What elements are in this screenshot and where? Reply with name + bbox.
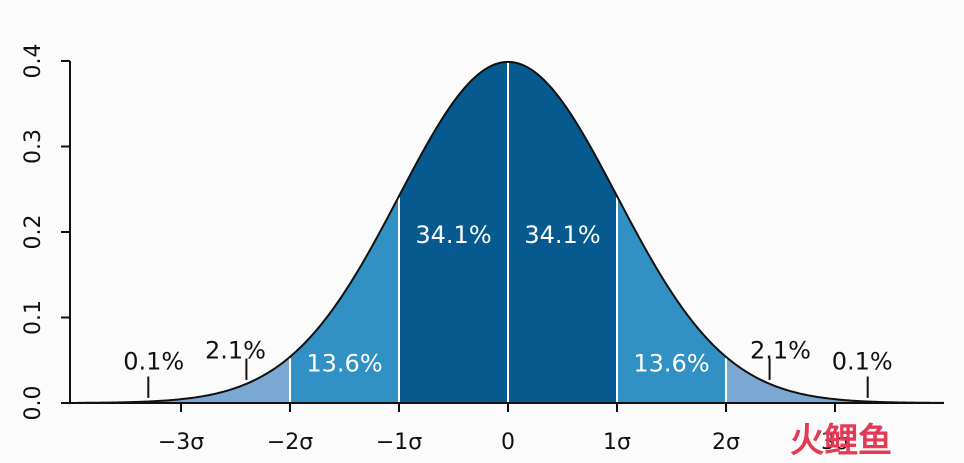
x-tick-label: −2σ xyxy=(267,430,313,455)
dividers-layer xyxy=(289,62,727,403)
x-tick-label: 2σ xyxy=(712,430,740,455)
percentage-label: 0.1% xyxy=(123,348,184,376)
x-tick-label: 0 xyxy=(501,430,515,455)
x-tick-label: 1σ xyxy=(603,430,631,455)
percentage-label: 0.1% xyxy=(832,348,893,376)
labels-layer: 34.1% 34.1% 13.6% 13.6% 2.1% 2.1% 0.1% 0.1% xyxy=(123,221,893,398)
curve-outline xyxy=(77,60,945,404)
y-tick-label: 0.0 xyxy=(21,386,46,421)
x-tick-label: 3σ xyxy=(821,430,849,455)
percentage-label: 13.6% xyxy=(633,349,709,377)
percentage-label: 13.6% xyxy=(306,349,382,377)
axes-layer: −3σ −2σ −1σ 0 1σ 2σ 3σ 0.0 0.1 0.2 0.3 0.4 xyxy=(21,44,944,455)
percentage-label: 2.1% xyxy=(750,337,811,365)
watermark-text: 火鲤鱼 xyxy=(790,421,892,461)
y-tick-label: 0.2 xyxy=(21,215,46,250)
y-tick-label: 0.3 xyxy=(21,129,46,164)
percentage-label: 2.1% xyxy=(205,337,266,365)
x-tick-label: −1σ xyxy=(376,430,422,455)
watermark-logo: 火鲤鱼 xyxy=(790,421,892,461)
band-0 xyxy=(77,356,290,403)
y-tick-label: 0.1 xyxy=(21,300,46,335)
percentage-label: 34.1% xyxy=(415,221,491,249)
band-5 xyxy=(726,356,944,403)
y-tick-label: 0.4 xyxy=(21,44,46,79)
percentage-label: 34.1% xyxy=(524,221,600,249)
x-tick-label: −3σ xyxy=(158,430,204,455)
